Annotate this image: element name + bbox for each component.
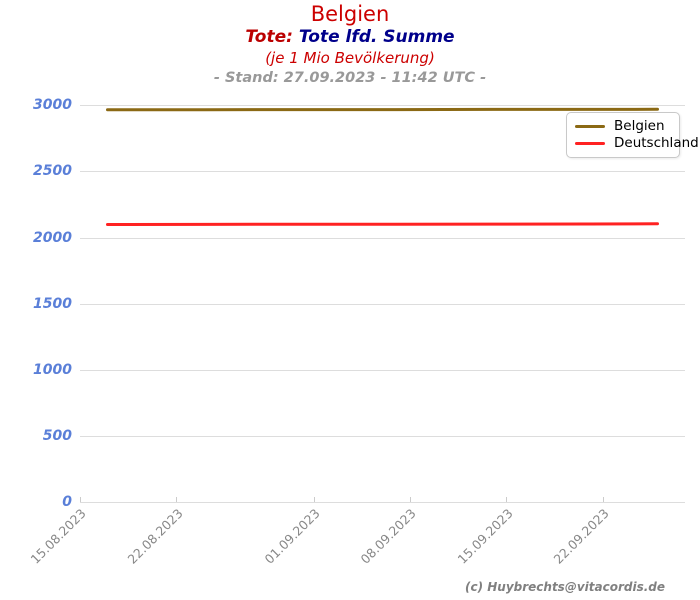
x-tick-mark bbox=[410, 497, 411, 502]
legend-label-deutschland: Deutschland bbox=[614, 134, 699, 151]
x-tick-label: 22.08.2023 bbox=[124, 505, 186, 567]
plot-area: 3000 2500 2000 1500 1000 500 0 15.08.2023 22.08.… bbox=[28, 88, 685, 567]
x-tick-mark bbox=[176, 497, 178, 502]
copyright-text: (c) Huybrechts@vitacordis.de bbox=[464, 580, 665, 594]
chart-stand-line: - Stand: 27.09.2023 - 11:42 UTC - bbox=[213, 69, 487, 86]
x-tick-label: 08.09.2023 bbox=[357, 505, 420, 567]
y-tick-label: 1000 bbox=[33, 361, 72, 378]
chart-subtitle: Tote: Tote lfd. Summe bbox=[0, 27, 700, 48]
gridline bbox=[80, 237, 685, 239]
gridline bbox=[80, 369, 685, 371]
legend: Belgien Deutschland bbox=[566, 112, 699, 158]
chart-header: Belgien Tote: Tote lfd. Summe (je 1 Mio … bbox=[0, 0, 700, 87]
chart-title: Belgien bbox=[310, 2, 390, 26]
subtitle-metric-name: Tote lfd. Summe bbox=[298, 27, 455, 48]
y-tick-label: 2500 bbox=[33, 163, 72, 180]
y-tick-label: 3000 bbox=[33, 97, 72, 114]
legend-line-sample-deutschland bbox=[575, 142, 605, 146]
y-tick-label: 0 bbox=[62, 494, 72, 510]
gridline bbox=[80, 171, 685, 173]
legend-item-belgien: Belgien bbox=[567, 117, 679, 134]
y-tick-label: 2000 bbox=[33, 229, 72, 246]
subtitle-metric-label: Tote: bbox=[245, 27, 293, 48]
legend-item-deutschland: Deutschland bbox=[567, 136, 699, 151]
legend-label-belgien: Belgien bbox=[614, 117, 665, 134]
legend-line-sample-belgien bbox=[575, 124, 605, 128]
y-tick-label: 500 bbox=[42, 427, 72, 444]
x-tick-label: 22.09.2023 bbox=[550, 505, 612, 567]
x-tick-mark bbox=[80, 497, 81, 502]
x-tick-mark bbox=[602, 497, 604, 502]
chart-subtitle-note: (je 1 Mio Bevölkerung) bbox=[265, 48, 435, 67]
gridline bbox=[80, 435, 685, 437]
x-tick-mark bbox=[506, 497, 508, 502]
series-line-deutschland bbox=[106, 222, 659, 226]
x-tick-label: 15.08.2023 bbox=[27, 505, 90, 567]
series-plot bbox=[106, 107, 659, 226]
gridline bbox=[80, 105, 685, 107]
x-tick-mark bbox=[313, 497, 315, 502]
y-tick-label: 1500 bbox=[33, 295, 72, 312]
gridline bbox=[80, 502, 685, 503]
gridline bbox=[80, 303, 685, 305]
x-tick-label: 15.09.2023 bbox=[454, 505, 516, 567]
x-tick-label: 01.09.2023 bbox=[261, 505, 323, 567]
